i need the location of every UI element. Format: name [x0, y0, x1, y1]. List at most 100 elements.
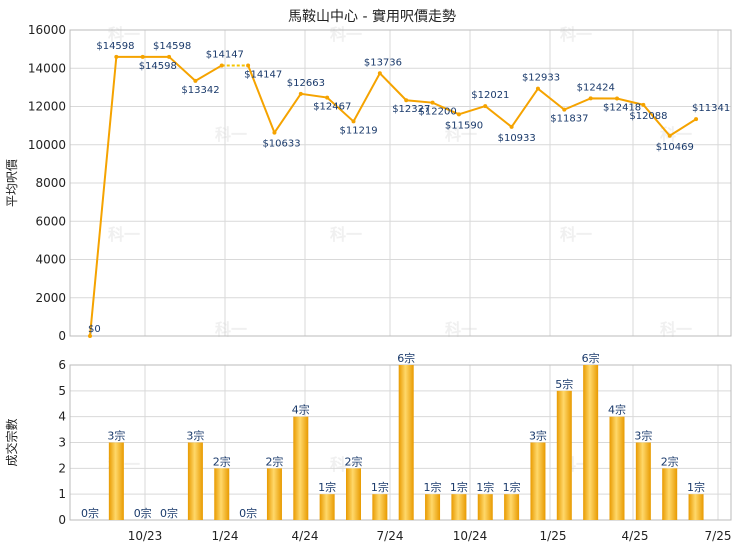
x-tick-label: 1/25 [540, 529, 567, 543]
price-point [298, 91, 303, 96]
price-point [430, 100, 435, 105]
volume-data-label: 1宗 [318, 480, 336, 494]
volume-bar [346, 468, 361, 520]
volume-data-label: 2宗 [345, 454, 363, 468]
price-data-label: $11590 [445, 120, 483, 131]
price-point [641, 102, 646, 107]
volume-bar [319, 494, 335, 520]
volume-data-label: 4宗 [292, 403, 310, 417]
volume-bar [530, 442, 546, 520]
volume-data-label: 3宗 [634, 429, 652, 443]
top-y-tick-label: 8000 [35, 176, 66, 190]
bottom-y-tick-label: 4 [58, 410, 66, 424]
top-plot-frame [69, 29, 732, 337]
price-point [509, 124, 514, 129]
price-data-label: $12418 [603, 103, 641, 114]
volume-data-label: 5宗 [555, 377, 573, 391]
price-data-label: $11341 [692, 103, 730, 114]
watermark-text: 科一 [660, 320, 692, 339]
bottom-y-tick-label: 0 [58, 513, 66, 527]
volume-data-label: 0宗 [160, 506, 178, 520]
volume-data-label: 1宗 [687, 480, 705, 494]
volume-bar [477, 494, 493, 520]
watermark-text: 科一 [560, 225, 592, 244]
price-point [325, 95, 330, 100]
price-point [193, 78, 198, 83]
bottom-y-tick-label: 6 [58, 358, 66, 372]
x-tick-label: 7/25 [705, 529, 732, 543]
volume-data-label: 2宗 [265, 454, 283, 468]
volume-bar [556, 390, 572, 520]
price-data-label: $0 [88, 324, 101, 335]
price-point [219, 63, 224, 68]
volume-data-label: 2宗 [213, 454, 231, 468]
price-data-label: $12663 [287, 78, 325, 89]
price-data-label: $14147 [206, 49, 244, 60]
volume-data-label: 2宗 [661, 454, 679, 468]
volume-bar [293, 416, 309, 520]
price-data-label: $10633 [262, 139, 300, 150]
volume-data-label: 4宗 [608, 403, 626, 417]
price-point [88, 334, 92, 338]
volume-bar [425, 494, 441, 520]
price-point [535, 86, 540, 91]
top-y-tick-label: 2000 [35, 291, 66, 305]
bottom-y-tick-label: 2 [58, 461, 66, 475]
chart-title: 馬鞍山中心 - 實用呎價走勢 [288, 8, 456, 25]
price-point [588, 96, 593, 101]
price-point [246, 63, 251, 68]
top-y-tick-label: 10000 [28, 138, 66, 152]
volume-data-label: 0宗 [239, 506, 257, 520]
volume-bar [372, 494, 388, 520]
price-point [483, 104, 488, 109]
watermark-text: 科一 [660, 125, 692, 144]
bottom-y-axis-label: 成交宗數 [4, 418, 19, 466]
x-tick-label: 10/23 [128, 529, 163, 543]
volume-data-label: 6宗 [397, 351, 415, 365]
volume-bar [504, 494, 520, 520]
volume-bar [187, 442, 203, 520]
watermark-text: 科一 [330, 25, 362, 44]
volume-data-label: 1宗 [476, 480, 494, 494]
price-data-label: $11219 [340, 125, 378, 136]
price-point [114, 54, 119, 59]
volume-data-label: 3宗 [529, 429, 547, 443]
volume-bar [688, 494, 704, 520]
price-chart: 0 2000 4000 6000 8000 10000 12000 14000 16000 平均呎… [5, 23, 732, 343]
volume-chart: 0 1 2 3 4 5 6 成交宗數 0宗 3宗 0宗 0宗 3宗 2宗 0宗 2宗 4宗 1宗 2宗 1宗 6宗 1宗 1… [4, 351, 732, 543]
volume-data-label: 3宗 [107, 429, 125, 443]
top-y-tick-label: 14000 [28, 61, 66, 75]
price-point [456, 112, 461, 117]
watermark-text: 科一 [445, 125, 477, 144]
volume-data-label: 1宗 [424, 480, 442, 494]
price-data-label: $12021 [471, 90, 509, 101]
volume-bar [451, 494, 467, 520]
price-point [404, 98, 409, 103]
price-point [140, 54, 145, 59]
volume-data-label: 0宗 [81, 506, 99, 520]
watermark-text: 科一 [445, 320, 477, 339]
x-tick-label: 7/24 [377, 529, 404, 543]
volume-data-label: 1宗 [450, 480, 468, 494]
bottom-y-tick-label: 5 [58, 384, 66, 398]
price-data-label: $14598 [153, 41, 191, 52]
x-tick-label: 1/24 [212, 529, 239, 543]
volume-bar [398, 365, 414, 520]
top-y-tick-label: 16000 [28, 23, 66, 37]
price-line-series [89, 55, 697, 337]
price-data-label: $12467 [313, 102, 351, 113]
price-data-label: $12327 [392, 104, 430, 115]
top-y-tick-label: 6000 [35, 214, 66, 228]
price-data-label: $11837 [550, 114, 588, 125]
watermark-text: 科一 [330, 225, 362, 244]
price-point [272, 130, 277, 135]
volume-bar [609, 416, 625, 520]
price-data-label: $14147 [244, 69, 282, 80]
watermark-text: 科一 [215, 320, 247, 339]
x-tick-label: 4/24 [292, 529, 319, 543]
price-point [562, 107, 567, 112]
watermark-text: 科一 [560, 25, 592, 44]
volume-data-label: 6宗 [582, 351, 600, 365]
volume-data-label: 1宗 [371, 480, 389, 494]
price-data-label: $14598 [96, 41, 134, 52]
